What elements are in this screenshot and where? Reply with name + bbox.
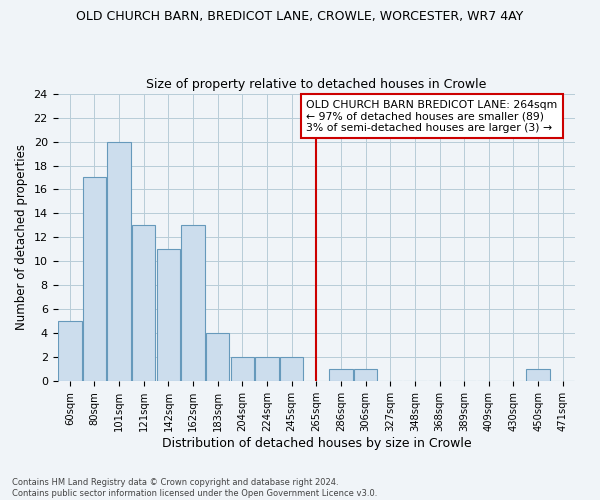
Text: Contains HM Land Registry data © Crown copyright and database right 2024.
Contai: Contains HM Land Registry data © Crown c… xyxy=(12,478,377,498)
Bar xyxy=(58,322,82,382)
Text: OLD CHURCH BARN BREDICOT LANE: 264sqm
← 97% of detached houses are smaller (89)
: OLD CHURCH BARN BREDICOT LANE: 264sqm ← … xyxy=(307,100,558,133)
Title: Size of property relative to detached houses in Crowle: Size of property relative to detached ho… xyxy=(146,78,487,91)
Bar xyxy=(256,358,279,382)
Bar xyxy=(280,358,304,382)
Bar xyxy=(206,334,229,382)
Y-axis label: Number of detached properties: Number of detached properties xyxy=(15,144,28,330)
Bar xyxy=(181,226,205,382)
Bar xyxy=(526,370,550,382)
Bar xyxy=(83,178,106,382)
Bar xyxy=(329,370,353,382)
Text: OLD CHURCH BARN, BREDICOT LANE, CROWLE, WORCESTER, WR7 4AY: OLD CHURCH BARN, BREDICOT LANE, CROWLE, … xyxy=(76,10,524,23)
Bar xyxy=(230,358,254,382)
Bar xyxy=(132,226,155,382)
Bar xyxy=(354,370,377,382)
Bar xyxy=(107,142,131,382)
X-axis label: Distribution of detached houses by size in Crowle: Distribution of detached houses by size … xyxy=(161,437,471,450)
Bar xyxy=(157,250,180,382)
